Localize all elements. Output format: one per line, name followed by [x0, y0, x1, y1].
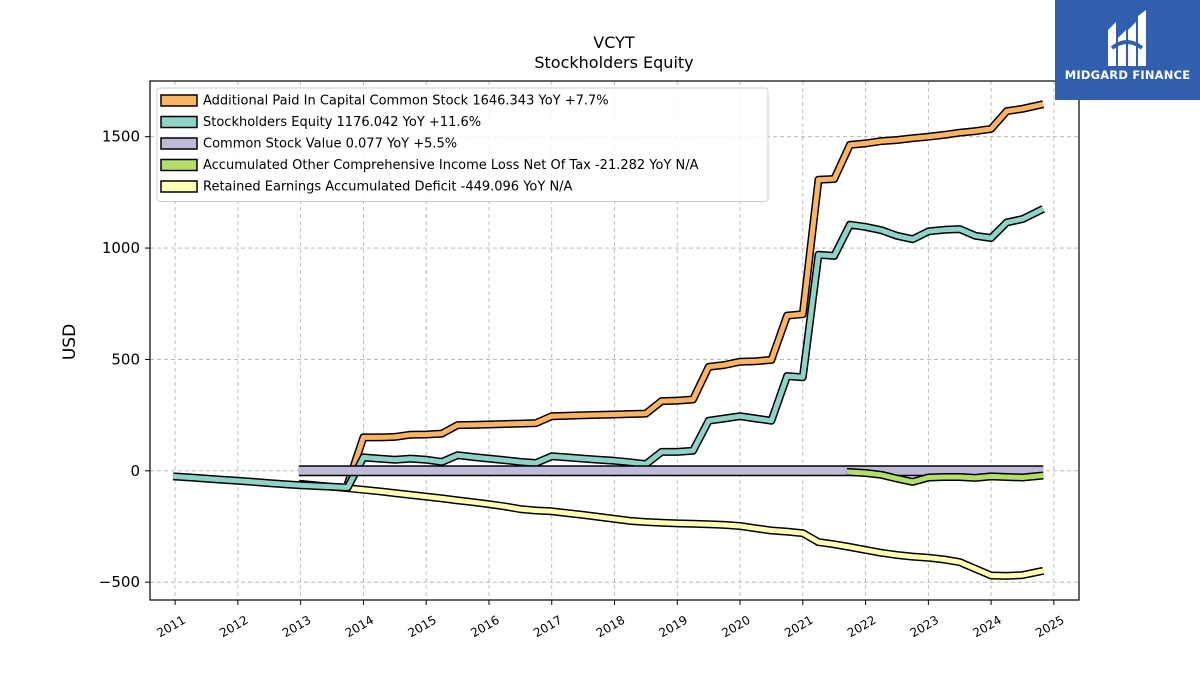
legend: Additional Paid In Capital Common Stock … — [156, 87, 769, 202]
x-tick-label: 2025 — [1033, 613, 1066, 640]
series-layer — [172, 100, 1045, 580]
x-tick-label: 2023 — [908, 613, 941, 640]
midgard-finance-logo: MIDGARD FINANCE — [1055, 0, 1200, 100]
x-tick-label: 2011 — [154, 613, 187, 640]
legend-entry-label: Additional Paid In Capital Common Stock … — [203, 94, 609, 109]
x-tick-label: 2013 — [280, 613, 313, 640]
legend-entry-label: Stockholders Equity 1176.042 YoY +11.6% — [203, 115, 481, 130]
legend-swatch — [160, 94, 198, 107]
chart-subtitle: Stockholders Equity — [534, 53, 693, 72]
legend-swatch — [160, 137, 198, 150]
x-tick-label: 2015 — [405, 613, 438, 640]
x-tick-label: 2019 — [657, 613, 690, 640]
series-line — [846, 469, 1044, 485]
x-tick-label: 2017 — [531, 613, 564, 640]
x-tick-label: 2018 — [594, 613, 627, 640]
y-tick-label: 1000 — [102, 239, 140, 257]
legend-swatch — [160, 158, 198, 172]
x-tick-label: 2016 — [468, 613, 501, 640]
chart-title: VCYT — [593, 33, 635, 52]
legend-entry-label: Accumulated Other Comprehensive Income L… — [203, 158, 699, 173]
x-tick-label: 2012 — [217, 613, 250, 640]
x-tick-label: 2022 — [845, 613, 878, 640]
logo-text: MIDGARD FINANCE — [1064, 68, 1191, 82]
x-tick-label: 2021 — [782, 613, 815, 640]
series-line — [173, 206, 1045, 490]
series-line — [345, 101, 1044, 485]
legend-entry-label: Common Stock Value 0.077 YoY +5.5% — [203, 137, 457, 152]
y-axis-label: USD — [60, 324, 80, 360]
legend-entry-label: Retained Earnings Accumulated Deficit -4… — [203, 180, 573, 195]
x-tick-label: 2014 — [343, 613, 376, 640]
series-outline — [298, 479, 1045, 580]
y-tick-label: 500 — [111, 350, 140, 368]
y-tick-label: 0 — [130, 462, 140, 480]
y-axis: −500 0 500 1000 1500 — [99, 128, 150, 591]
x-tick-label: 2020 — [719, 613, 752, 640]
series-outline — [172, 205, 1045, 492]
legend-swatch — [160, 115, 198, 129]
logo-mark-icon — [1108, 10, 1146, 66]
x-tick-label: 2024 — [970, 613, 1003, 640]
y-tick-label: −500 — [99, 573, 140, 591]
legend-swatch — [160, 180, 198, 193]
legend-box — [156, 87, 769, 202]
x-axis: 2011 2012 2013 2014 2015 2016 2017 2018 2019 2020… — [154, 600, 1067, 640]
y-tick-label: 1500 — [102, 128, 140, 146]
series-line — [298, 481, 1044, 579]
